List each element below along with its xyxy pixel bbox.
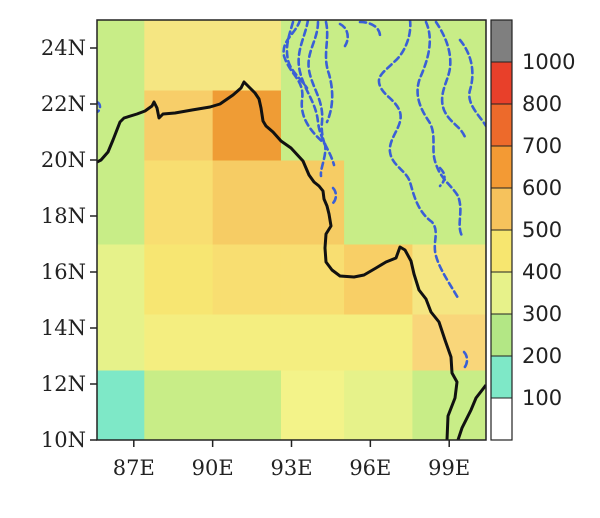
coastline [97,80,486,440]
lon-tick-label: 87E [113,456,155,480]
grid-cell [212,160,282,245]
grid-cell [280,370,345,440]
colorbar-label: 800 [522,92,562,116]
grid-cell [97,160,145,245]
colorbar-label: 700 [522,134,562,158]
lat-tick-label: 20N [41,148,86,172]
coastline-right [456,384,486,440]
colorbar-swatch [491,104,512,147]
grid-cell [344,90,413,161]
colorbar-swatch [491,314,512,357]
grid-cell [97,20,145,91]
lat-tick-label: 22N [41,92,86,116]
colorbar-swatch [491,356,512,399]
grid-cell [344,314,413,371]
colorbar: 1000 800 700 600 500 400 300 200 100 [490,19,575,441]
grid-cell [212,244,282,315]
grid-cell [344,244,413,315]
grid-cell [97,370,145,440]
colorbar-swatch [491,398,512,441]
colorbar-swatch [491,230,512,273]
colorbar-swatch [491,272,512,315]
colorbar-label: 400 [522,260,562,284]
lon-tick-label: 93E [270,456,312,480]
colorbar-label: 500 [522,218,562,242]
grid-cell [280,314,345,371]
grid-cell [280,20,345,91]
grid-cell [280,244,345,315]
colorbar-label: 300 [522,302,562,326]
grid-cell [412,160,486,245]
grid-cell [212,20,282,91]
lat-tick-label: 10N [41,428,86,452]
lon-tick-label: 99E [428,456,470,480]
lat-tick-label: 14N [41,316,86,340]
grid-cell [412,314,486,371]
lat-tick-label: 16N [41,260,86,284]
grid-cell [144,314,214,371]
lon-tick-label: 90E [192,456,234,480]
colorbar-swatch [491,62,512,105]
grid-cell [144,244,214,315]
grid-cell [97,244,145,315]
latitude-axis: 24N 22N 20N 18N 16N 14N 12N 10N [41,36,97,452]
grid-cell [144,160,214,245]
lat-tick-label: 18N [41,204,86,228]
colorbar-label: 1000 [522,50,575,74]
dashed-contours [97,20,486,370]
shaded-grid-cells [97,20,486,440]
colorbar-swatch [491,20,512,63]
longitude-axis: 87E 90E 93E 96E 99E [113,440,470,480]
grid-cell [97,314,145,371]
lon-tick-label: 96E [349,456,391,480]
lat-tick-label: 24N [41,36,86,60]
grid-cell [344,370,413,440]
colorbar-swatch [491,188,512,231]
colorbar-swatch [491,146,512,189]
lat-tick-label: 12N [41,372,86,396]
grid-cell [212,370,282,440]
grid-cell [412,90,486,161]
grid-cell [212,314,282,371]
grid-cell [412,244,486,315]
colorbar-label: 600 [522,176,562,200]
grid-cell [144,90,214,161]
grid-cell [412,370,486,440]
colorbar-label: 100 [522,386,562,410]
grid-cell [144,370,214,440]
grid-cell [144,20,214,91]
grid-cell [97,90,145,161]
coastline-line [97,80,459,440]
grid-cell [344,160,413,245]
colorbar-label: 200 [522,344,562,368]
